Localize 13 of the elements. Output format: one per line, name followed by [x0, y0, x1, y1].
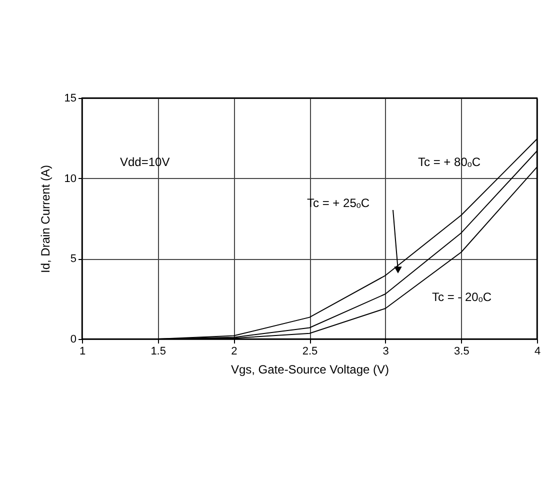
x-tick-label: 2	[231, 346, 238, 358]
x-axis-title: Vgs, Gate-Source Voltage (V)	[230, 362, 390, 376]
x-tick-label: 3.5	[454, 346, 470, 358]
x-tick-label: 3	[382, 346, 389, 358]
y-axis-title: Id, Drain Current (A)	[38, 164, 52, 274]
x-tick-label: 4	[534, 346, 541, 358]
y-tick-label: 10	[64, 172, 76, 185]
y-tick-label: 15	[64, 92, 76, 104]
x-tick-label: 1	[79, 346, 86, 358]
y-tick-label: 5	[70, 253, 76, 266]
y-tick-label: 0	[70, 334, 76, 346]
x-tick-label: 1.5	[150, 346, 166, 358]
x-tick-label: 2.5	[302, 346, 318, 358]
